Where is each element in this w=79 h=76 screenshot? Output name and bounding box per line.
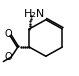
Text: H₂N: H₂N (24, 9, 45, 19)
Text: O: O (5, 52, 12, 62)
Text: O: O (5, 29, 12, 39)
